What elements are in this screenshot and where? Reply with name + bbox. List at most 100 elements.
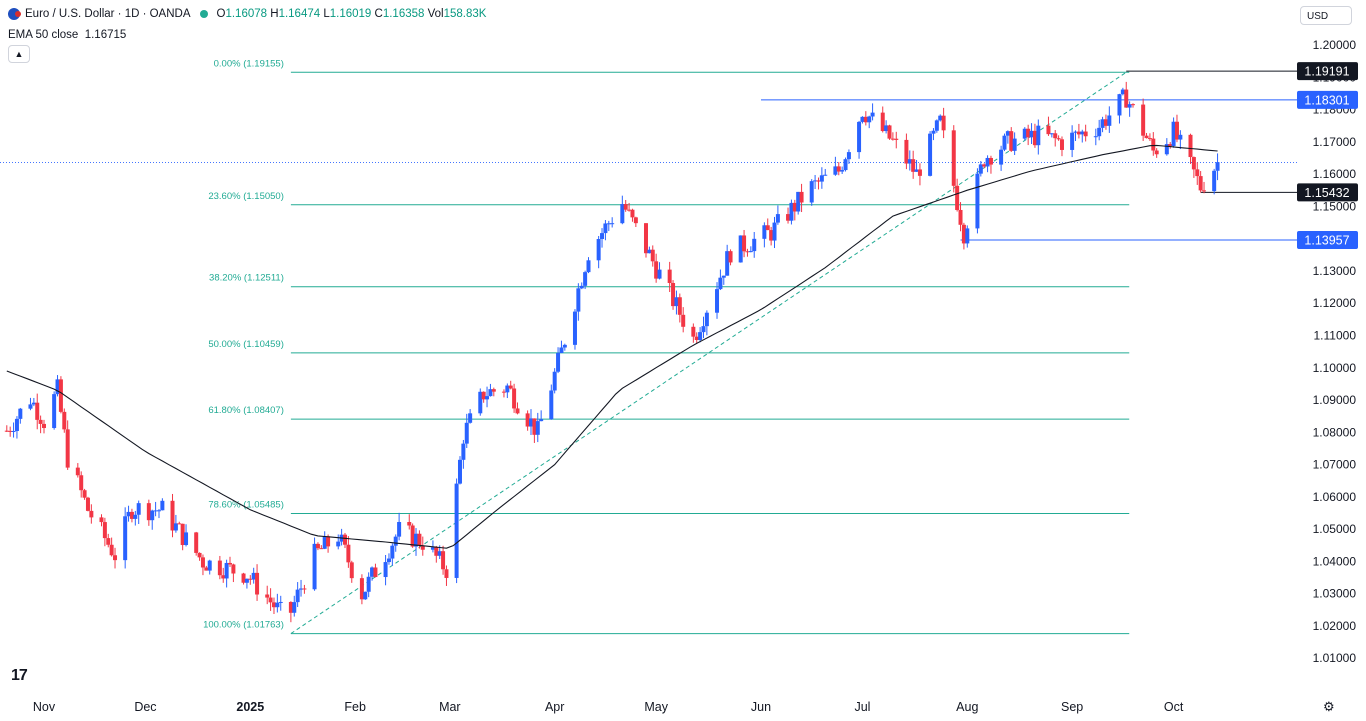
fib-level-label: 0.00% (1.19155) xyxy=(214,58,284,69)
candle-body xyxy=(596,239,601,261)
candle-body xyxy=(319,548,324,550)
candle-body xyxy=(941,115,946,131)
candle-body xyxy=(244,578,249,583)
candle-body xyxy=(1127,104,1132,108)
candle-body xyxy=(113,555,118,561)
fib-level-label: 100.00% (1.01763) xyxy=(203,620,284,631)
candle-body xyxy=(82,490,87,498)
candle-body xyxy=(1131,104,1136,106)
price-label-box xyxy=(1297,231,1358,250)
x-tick-label: Aug xyxy=(956,700,978,714)
candle-body xyxy=(278,601,283,603)
y-tick-label: 1.13000 xyxy=(1313,264,1357,278)
candle-body xyxy=(1036,125,1041,146)
candle-body xyxy=(718,277,723,290)
candle-body xyxy=(1083,131,1088,137)
candle-body xyxy=(931,130,936,134)
candle-body xyxy=(975,173,980,229)
candle-body xyxy=(386,558,391,563)
chevron-up-icon[interactable]: ▲ xyxy=(8,45,30,63)
y-tick-label: 1.04000 xyxy=(1313,554,1357,568)
candle-body xyxy=(982,164,987,167)
candle-body xyxy=(890,138,895,140)
price-label-box xyxy=(1297,183,1358,202)
candle-body xyxy=(414,533,419,547)
symbol-title[interactable]: Euro / U.S. Dollar · 1D · OANDA xyxy=(25,8,191,20)
candle-body xyxy=(1154,150,1159,155)
candle-body xyxy=(156,510,161,512)
fib-level-label: 38.20% (1.12511) xyxy=(209,273,284,284)
fibonacci-retracement[interactable]: 0.00% (1.19155) 23.60% (1.15050) 38.20% (1… xyxy=(203,58,1130,635)
candle-body xyxy=(1103,119,1108,126)
candle-body xyxy=(251,572,256,580)
candle-body xyxy=(109,544,114,556)
symbol-header[interactable]: Euro / U.S. Dollar · 1D · OANDA O1.16078… xyxy=(8,8,486,20)
candle-body xyxy=(951,130,956,186)
candle-body xyxy=(914,169,919,172)
candle-body xyxy=(231,564,236,574)
candle-body xyxy=(1188,134,1193,158)
candle-body xyxy=(106,538,111,545)
y-tick-label: 1.06000 xyxy=(1313,490,1357,504)
candle-body xyxy=(102,522,107,539)
candle-body xyxy=(224,562,229,579)
candle-body xyxy=(441,551,446,570)
candle-body xyxy=(772,222,777,241)
candle-body xyxy=(1151,138,1156,151)
candle-body xyxy=(288,601,293,613)
ohlc-values: O1.16078 H1.16474 L1.16019 C1.16358 Vol1… xyxy=(216,8,487,20)
candle-body xyxy=(1178,134,1183,140)
candle-body xyxy=(65,429,70,468)
candle-body xyxy=(38,419,43,424)
fib-level-label: 61.80% (1.08407) xyxy=(208,405,284,416)
candle-body xyxy=(846,152,851,160)
currency-selector[interactable]: USD xyxy=(1300,6,1352,25)
candle-body xyxy=(1073,131,1078,133)
gear-icon[interactable]: ⚙ xyxy=(1323,699,1335,714)
candle-body xyxy=(532,418,537,435)
fib-level-label: 23.60% (1.15050) xyxy=(208,191,284,202)
candle-body xyxy=(691,326,696,337)
candle-body xyxy=(647,249,652,254)
candle-body xyxy=(268,597,273,603)
axes[interactable]: 1.200001.190001.180001.170001.160001.150… xyxy=(33,38,1356,714)
y-tick-label: 1.16000 xyxy=(1313,167,1357,181)
ema-legend[interactable]: EMA 50 close 1.16715 xyxy=(8,29,126,41)
candle-body xyxy=(488,389,493,397)
candle-body xyxy=(8,430,13,432)
candle-body xyxy=(1032,130,1037,146)
candle-body xyxy=(302,588,307,590)
candle-body xyxy=(28,404,33,409)
candle-body xyxy=(965,228,970,244)
candle-body xyxy=(349,562,354,579)
candle-body xyxy=(799,191,804,203)
candle-body xyxy=(1144,135,1149,139)
candle-body xyxy=(623,204,628,210)
candle-body xyxy=(789,202,794,221)
price-label: 1.13957 xyxy=(1304,234,1349,248)
tradingview-logo-icon[interactable]: 17 xyxy=(11,667,28,684)
candle-body xyxy=(55,379,60,395)
candle-body xyxy=(934,120,939,131)
candle-body xyxy=(654,261,659,279)
horizontal-lines[interactable] xyxy=(0,70,1297,241)
candle-body xyxy=(1107,115,1112,126)
candle-body xyxy=(204,567,209,571)
candle-body xyxy=(292,602,297,613)
x-tick-label: Feb xyxy=(344,700,366,714)
candle-body xyxy=(133,514,138,519)
candle-body xyxy=(52,394,57,429)
candle-body xyxy=(271,602,276,608)
y-tick-label: 1.03000 xyxy=(1313,587,1357,601)
candle-body xyxy=(508,385,513,389)
candle-body xyxy=(370,567,375,577)
candle-body xyxy=(1080,131,1085,135)
x-tick-label: Apr xyxy=(545,700,564,714)
x-tick-label: Nov xyxy=(33,700,56,714)
candle-body xyxy=(437,551,442,556)
candle-body xyxy=(373,567,378,578)
ema-value: 1.16715 xyxy=(84,29,127,41)
candle-body xyxy=(583,272,588,286)
candle-body xyxy=(478,391,483,414)
